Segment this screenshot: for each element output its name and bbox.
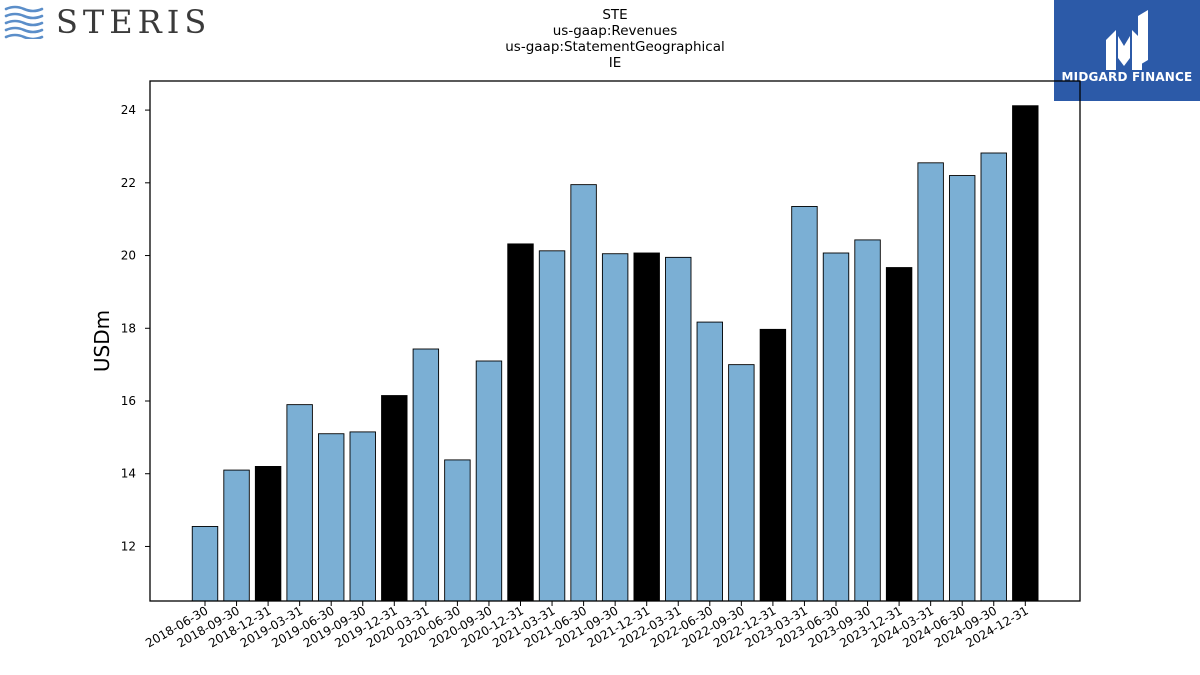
- bar-2023-06-30: [822, 252, 850, 602]
- midgard-mark-icon: [1106, 10, 1148, 70]
- bar-2019-03-31: [286, 404, 313, 602]
- bar-2024-12-31: [1012, 105, 1039, 602]
- y-axis: 12 14 16 18 20 22 24: [121, 103, 150, 553]
- y-tick-label: 18: [121, 321, 136, 335]
- bar-2024-06-30: [949, 175, 976, 602]
- y-tick-label: 14: [121, 467, 136, 481]
- bar-2023-09-30: [854, 239, 881, 602]
- steris-wave-icon: [4, 5, 44, 39]
- bar-2023-03-31: [791, 205, 818, 602]
- title-line-ticker: STE: [602, 7, 628, 23]
- bar-2018-06-30: [191, 526, 219, 602]
- bar-2020-06-30: [444, 459, 471, 602]
- y-tick-label: 16: [121, 394, 136, 408]
- bar-2021-09-30: [601, 253, 629, 602]
- midgard-finance-logo: MIDGARD FINANCE: [1054, 0, 1200, 101]
- bar-2021-12-31: [633, 252, 660, 602]
- y-tick-label: 22: [121, 176, 136, 190]
- title-line-member: IE: [608, 55, 622, 71]
- steris-logo: STERIS: [4, 4, 211, 40]
- bar-2018-12-31: [254, 466, 282, 602]
- y-axis-label: USDm: [90, 310, 114, 372]
- y-tick-label: 20: [121, 249, 136, 263]
- midgard-finance-wordmark: MIDGARD FINANCE: [1061, 70, 1193, 84]
- y-tick-label: 12: [121, 539, 136, 553]
- bar-2022-06-30: [696, 321, 723, 602]
- bar-2018-09-30: [223, 469, 250, 602]
- bar-2019-09-30: [349, 431, 376, 602]
- y-tick-label: 24: [121, 103, 136, 117]
- bar-2020-03-31: [412, 348, 440, 602]
- bar-2019-06-30: [318, 433, 345, 602]
- steris-wordmark: STERIS: [56, 3, 212, 41]
- title-line-axis: us-gaap:StatementGeographical: [505, 39, 725, 55]
- bar-2022-03-31: [665, 256, 692, 602]
- bar-2023-12-31: [885, 267, 913, 602]
- x-axis: 2018-06-302018-09-302018-12-312019-03-31…: [143, 601, 1031, 650]
- bar-2019-12-31: [381, 395, 408, 602]
- bar-2022-09-30: [728, 364, 755, 602]
- bar-2024-03-31: [917, 162, 944, 602]
- bar-2020-12-31: [507, 243, 534, 602]
- bar-2021-03-31: [538, 250, 566, 602]
- bar-series: [191, 105, 1039, 602]
- bar-2024-09-30: [980, 152, 1007, 602]
- plot-frame: [149, 80, 1081, 602]
- chart-title: STE us-gaap:Revenues us-gaap:StatementGe…: [415, 7, 815, 71]
- bar-2021-06-30: [570, 184, 597, 602]
- bar-2022-12-31: [759, 328, 787, 602]
- bar-2020-09-30: [475, 360, 503, 602]
- title-line-metric: us-gaap:Revenues: [552, 23, 678, 39]
